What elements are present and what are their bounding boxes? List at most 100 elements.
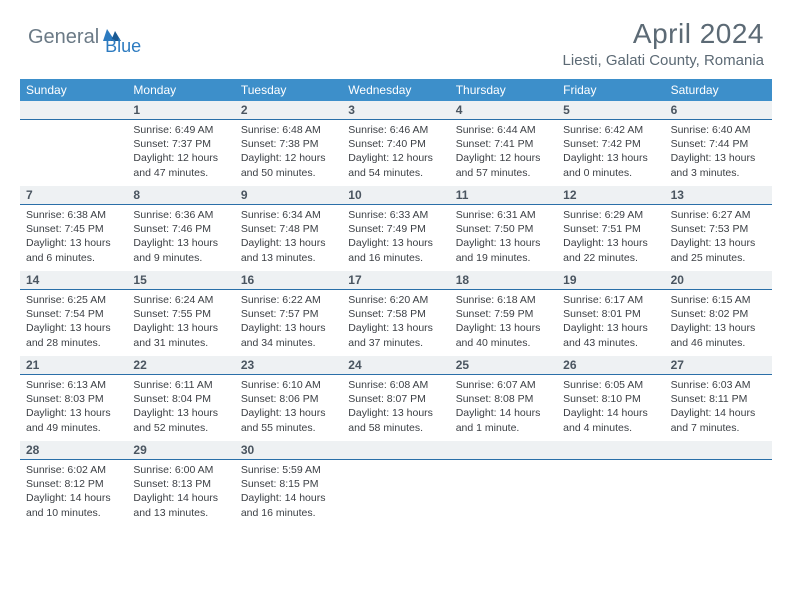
day-detail: Sunrise: 6:42 AMSunset: 7:42 PMDaylight:…	[557, 120, 664, 186]
day-number: 13	[665, 186, 772, 204]
sunrise-text: Sunrise: 6:29 AM	[563, 208, 658, 222]
daylight-text: Daylight: 14 hours and 7 minutes.	[671, 406, 766, 434]
sunrise-text: Sunrise: 6:10 AM	[241, 378, 336, 392]
sunset-text: Sunset: 7:45 PM	[26, 222, 121, 236]
daylight-text: Daylight: 13 hours and 28 minutes.	[26, 321, 121, 349]
week-daynum-row: 78910111213	[20, 186, 772, 205]
sunset-text: Sunset: 7:58 PM	[348, 307, 443, 321]
day-detail: Sunrise: 6:20 AMSunset: 7:58 PMDaylight:…	[342, 290, 449, 356]
sunrise-text: Sunrise: 6:38 AM	[26, 208, 121, 222]
day-header-wed: Wednesday	[342, 79, 449, 101]
calendar: Sunday Monday Tuesday Wednesday Thursday…	[20, 79, 772, 526]
day-detail: Sunrise: 6:10 AMSunset: 8:06 PMDaylight:…	[235, 375, 342, 441]
daylight-text: Daylight: 13 hours and 34 minutes.	[241, 321, 336, 349]
day-detail	[557, 460, 664, 526]
location-text: Liesti, Galati County, Romania	[563, 52, 764, 69]
sunset-text: Sunset: 7:42 PM	[563, 137, 658, 151]
day-detail: Sunrise: 6:02 AMSunset: 8:12 PMDaylight:…	[20, 460, 127, 526]
sunset-text: Sunset: 8:08 PM	[456, 392, 551, 406]
day-detail: Sunrise: 6:24 AMSunset: 7:55 PMDaylight:…	[127, 290, 234, 356]
sunrise-text: Sunrise: 6:08 AM	[348, 378, 443, 392]
sunrise-text: Sunrise: 6:49 AM	[133, 123, 228, 137]
day-detail: Sunrise: 6:48 AMSunset: 7:38 PMDaylight:…	[235, 120, 342, 186]
sunrise-text: Sunrise: 6:02 AM	[26, 463, 121, 477]
week-detail-row: Sunrise: 6:25 AMSunset: 7:54 PMDaylight:…	[20, 290, 772, 356]
day-number: 12	[557, 186, 664, 204]
daylight-text: Daylight: 13 hours and 37 minutes.	[348, 321, 443, 349]
day-number: 20	[665, 271, 772, 289]
sunset-text: Sunset: 8:07 PM	[348, 392, 443, 406]
day-header-fri: Friday	[557, 79, 664, 101]
day-detail: Sunrise: 6:38 AMSunset: 7:45 PMDaylight:…	[20, 205, 127, 271]
daylight-text: Daylight: 12 hours and 54 minutes.	[348, 151, 443, 179]
day-detail: Sunrise: 6:31 AMSunset: 7:50 PMDaylight:…	[450, 205, 557, 271]
daylight-text: Daylight: 13 hours and 0 minutes.	[563, 151, 658, 179]
day-detail: Sunrise: 6:22 AMSunset: 7:57 PMDaylight:…	[235, 290, 342, 356]
daylight-text: Daylight: 13 hours and 13 minutes.	[241, 236, 336, 264]
day-detail: Sunrise: 6:03 AMSunset: 8:11 PMDaylight:…	[665, 375, 772, 441]
sunset-text: Sunset: 7:59 PM	[456, 307, 551, 321]
sunset-text: Sunset: 7:55 PM	[133, 307, 228, 321]
day-number: 8	[127, 186, 234, 204]
day-number: 22	[127, 356, 234, 374]
day-detail: Sunrise: 6:34 AMSunset: 7:48 PMDaylight:…	[235, 205, 342, 271]
week-daynum-row: 14151617181920	[20, 271, 772, 290]
sunset-text: Sunset: 7:51 PM	[563, 222, 658, 236]
sunrise-text: Sunrise: 6:46 AM	[348, 123, 443, 137]
daylight-text: Daylight: 13 hours and 19 minutes.	[456, 236, 551, 264]
week-daynum-row: 21222324252627	[20, 356, 772, 375]
day-number: 23	[235, 356, 342, 374]
sunrise-text: Sunrise: 6:13 AM	[26, 378, 121, 392]
sunrise-text: Sunrise: 6:17 AM	[563, 293, 658, 307]
daylight-text: Daylight: 13 hours and 31 minutes.	[133, 321, 228, 349]
day-number: 29	[127, 441, 234, 459]
day-detail: Sunrise: 6:25 AMSunset: 7:54 PMDaylight:…	[20, 290, 127, 356]
day-detail: Sunrise: 6:36 AMSunset: 7:46 PMDaylight:…	[127, 205, 234, 271]
day-detail: Sunrise: 6:13 AMSunset: 8:03 PMDaylight:…	[20, 375, 127, 441]
day-detail: Sunrise: 6:18 AMSunset: 7:59 PMDaylight:…	[450, 290, 557, 356]
day-number: 17	[342, 271, 449, 289]
sunrise-text: Sunrise: 6:34 AM	[241, 208, 336, 222]
day-detail: Sunrise: 6:00 AMSunset: 8:13 PMDaylight:…	[127, 460, 234, 526]
day-detail: Sunrise: 6:07 AMSunset: 8:08 PMDaylight:…	[450, 375, 557, 441]
day-number: 10	[342, 186, 449, 204]
sunrise-text: Sunrise: 6:22 AM	[241, 293, 336, 307]
day-detail	[665, 460, 772, 526]
sunrise-text: Sunrise: 6:40 AM	[671, 123, 766, 137]
sunrise-text: Sunrise: 6:25 AM	[26, 293, 121, 307]
sunrise-text: Sunrise: 6:18 AM	[456, 293, 551, 307]
sunrise-text: Sunrise: 6:24 AM	[133, 293, 228, 307]
page-title: April 2024	[563, 18, 764, 50]
title-block: April 2024 Liesti, Galati County, Romani…	[563, 18, 764, 69]
day-number: 30	[235, 441, 342, 459]
week-detail-row: Sunrise: 6:49 AMSunset: 7:37 PMDaylight:…	[20, 120, 772, 186]
sunset-text: Sunset: 7:38 PM	[241, 137, 336, 151]
week-detail-row: Sunrise: 6:13 AMSunset: 8:03 PM Daylight:…	[20, 375, 772, 441]
sunrise-text: Sunrise: 6:31 AM	[456, 208, 551, 222]
sunrise-text: Sunrise: 6:11 AM	[133, 378, 228, 392]
sunset-text: Sunset: 8:06 PM	[241, 392, 336, 406]
sunrise-text: Sunrise: 6:36 AM	[133, 208, 228, 222]
day-number: 14	[20, 271, 127, 289]
day-detail	[450, 460, 557, 526]
day-detail: Sunrise: 5:59 AMSunset: 8:15 PMDaylight:…	[235, 460, 342, 526]
sunrise-text: Sunrise: 6:03 AM	[671, 378, 766, 392]
day-number: 11	[450, 186, 557, 204]
day-number	[20, 101, 127, 119]
logo-blue-text: Blue	[105, 36, 141, 57]
day-number: 5	[557, 101, 664, 119]
sunset-text: Sunset: 7:48 PM	[241, 222, 336, 236]
day-number: 28	[20, 441, 127, 459]
day-detail: Sunrise: 6:33 AMSunset: 7:49 PMDaylight:…	[342, 205, 449, 271]
daylight-text: Daylight: 13 hours and 52 minutes.	[133, 406, 228, 434]
sunset-text: Sunset: 8:03 PM	[26, 392, 121, 406]
daylight-text: Daylight: 13 hours and 43 minutes.	[563, 321, 658, 349]
week-detail-row: Sunrise: 6:02 AMSunset: 8:12 PMDaylight:…	[20, 460, 772, 526]
day-number: 19	[557, 271, 664, 289]
day-number: 1	[127, 101, 234, 119]
sunrise-text: Sunrise: 5:59 AM	[241, 463, 336, 477]
day-number	[557, 441, 664, 459]
daylight-text: Daylight: 13 hours and 9 minutes.	[133, 236, 228, 264]
day-detail: Sunrise: 6:15 AMSunset: 8:02 PMDaylight:…	[665, 290, 772, 356]
day-detail	[342, 460, 449, 526]
